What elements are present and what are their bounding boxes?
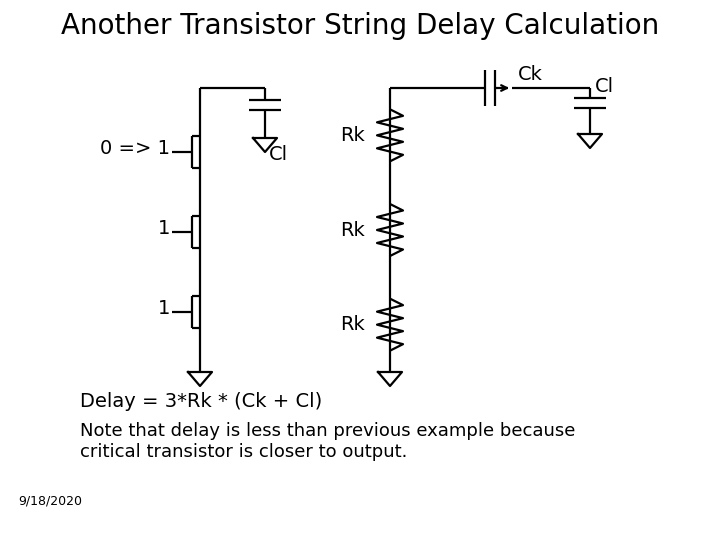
Text: 0 => 1: 0 => 1: [100, 139, 170, 159]
Text: Note that delay is less than previous example because
critical transistor is clo: Note that delay is less than previous ex…: [80, 422, 575, 461]
Text: Cl: Cl: [595, 77, 614, 96]
Text: Rk: Rk: [341, 315, 365, 334]
Text: 1: 1: [158, 300, 170, 319]
Text: Another Transistor String Delay Calculation: Another Transistor String Delay Calculat…: [61, 12, 659, 40]
Text: Rk: Rk: [341, 126, 365, 145]
Text: Ck: Ck: [518, 65, 543, 84]
Text: 1: 1: [158, 219, 170, 239]
Text: 9/18/2020: 9/18/2020: [18, 494, 82, 507]
Text: Delay = 3*Rk * (Ck + Cl): Delay = 3*Rk * (Ck + Cl): [80, 392, 323, 411]
Text: Cl: Cl: [269, 145, 288, 164]
Text: Rk: Rk: [341, 220, 365, 240]
